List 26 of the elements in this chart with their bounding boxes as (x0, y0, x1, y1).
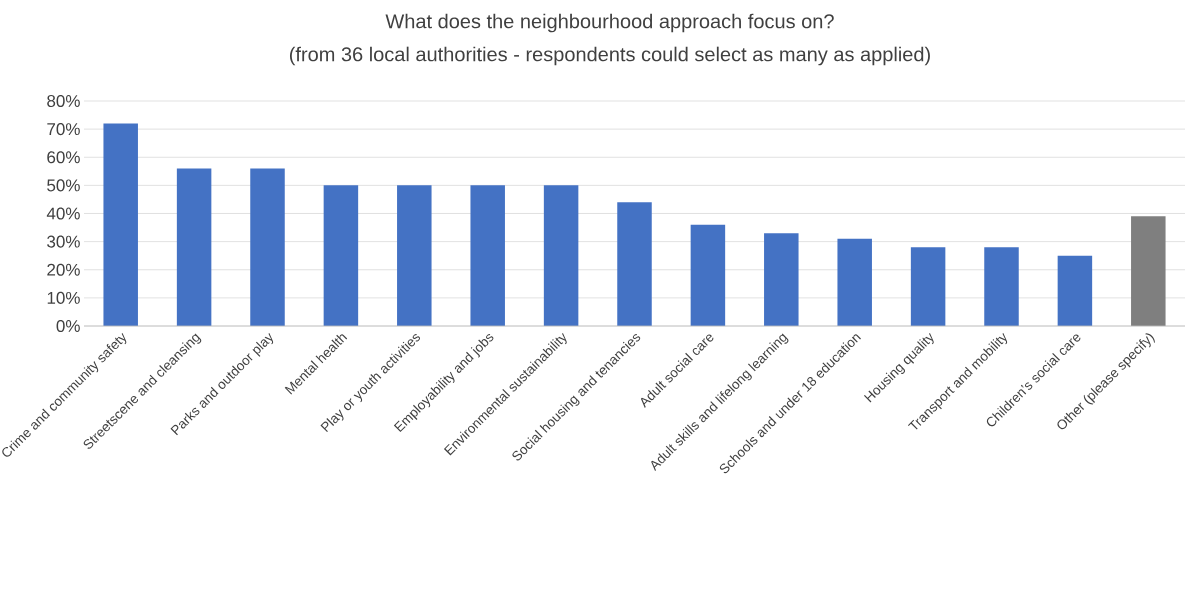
bar (984, 247, 1019, 326)
chart-subtitle: (from 36 local authorities - respondents could select as many as applied) (289, 46, 930, 66)
y-tick-label: 30% (47, 235, 80, 248)
bar (397, 185, 432, 326)
y-tick-label: 20% (47, 263, 80, 276)
y-tick-label: 60% (47, 151, 80, 164)
bar (103, 123, 138, 326)
bar (764, 233, 799, 326)
bar (617, 202, 652, 326)
chart-title: What does the neighbourhood approach focus on? (385, 13, 834, 33)
y-tick-label: 50% (47, 179, 80, 192)
bar (323, 185, 359, 326)
y-tick-label: 40% (46, 207, 80, 220)
bar (837, 238, 872, 326)
bar (1057, 255, 1093, 326)
y-tick-label: 0% (56, 319, 80, 333)
y-tick-label: 10% (47, 291, 80, 304)
bar (250, 168, 285, 326)
y-tick-label: 80% (47, 94, 80, 108)
bar (470, 185, 505, 326)
bar (543, 185, 579, 326)
bar (690, 224, 726, 326)
bar (910, 247, 946, 326)
bar (1131, 216, 1166, 326)
bar (176, 168, 212, 326)
y-tick-label: 70% (47, 123, 80, 136)
